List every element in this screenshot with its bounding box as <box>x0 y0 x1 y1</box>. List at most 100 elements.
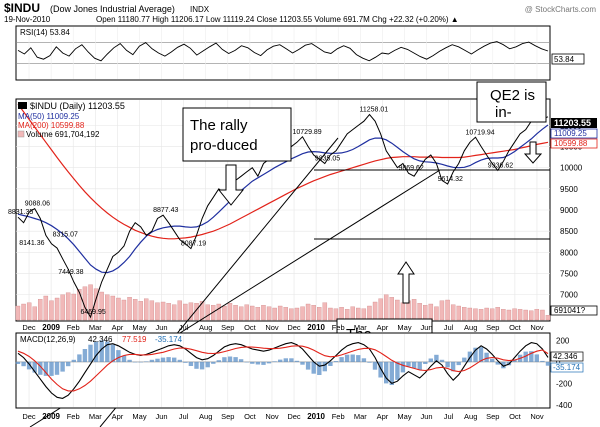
x-tick-label: Dec <box>22 323 36 332</box>
volume-bar <box>277 305 283 321</box>
volume-bar <box>495 307 500 321</box>
volume-bar <box>540 309 545 321</box>
macd-histogram-bar <box>211 361 216 364</box>
macd-histogram-bar <box>227 356 233 362</box>
macd-histogram-bar <box>400 361 406 373</box>
volume-bar <box>473 308 478 321</box>
volume-bar <box>149 300 155 321</box>
volume-bar <box>216 303 222 321</box>
macd-histogram-bar <box>216 360 221 362</box>
rsi-last-value: 53.84 <box>554 55 575 64</box>
volume-bar <box>233 305 238 321</box>
volume-bar <box>60 294 65 321</box>
macd-histogram-bar <box>66 361 71 367</box>
macd-histogram-bar <box>434 354 439 362</box>
x-tick-label: Sep <box>486 323 499 332</box>
volume-bar <box>400 302 406 321</box>
macd-histogram-bar <box>71 359 76 362</box>
volume-bar <box>456 305 461 321</box>
macd-histogram-bar <box>166 357 171 362</box>
x-tick-label: Apr <box>112 323 124 332</box>
x-tick-label: 2009 <box>42 412 60 421</box>
volume-bar <box>501 309 506 321</box>
macd-histogram-bar <box>344 354 350 362</box>
macd-histogram-bar <box>177 359 182 362</box>
macd-histogram-bar <box>367 361 372 363</box>
annotation-rally-text: The rally pro-duced <box>190 117 258 154</box>
price-value-label: 9936.62 <box>488 162 513 169</box>
chart-exchange: INDX <box>190 5 210 14</box>
price-y-tick: 10000 <box>560 164 583 173</box>
macd-signal-line <box>17 345 549 392</box>
macd-histogram-bar <box>294 360 300 362</box>
rsi-label: RSI(14) 53.84 <box>20 28 70 37</box>
price-value-label: 9614.32 <box>438 176 463 183</box>
price-value-label: 8877.43 <box>153 207 178 214</box>
price-y-tick: 7500 <box>560 270 578 279</box>
legend-volume: Volume 691,704,192 <box>26 130 100 139</box>
macd-right-boxes: 42.346 -35.174 <box>550 351 584 373</box>
volume-bar <box>517 309 523 321</box>
macd-histogram-bar <box>311 361 316 374</box>
macd-histogram-bar <box>523 351 528 362</box>
macd-histogram-bar <box>300 361 305 365</box>
x-tick-label: Apr <box>112 412 124 421</box>
volume-bar <box>88 284 93 321</box>
volume-bar <box>283 307 288 321</box>
volume-bar <box>300 306 305 321</box>
volume-bar <box>423 305 428 321</box>
macd-histogram-bar <box>389 361 394 385</box>
macd-histogram-bar <box>144 361 149 362</box>
price-value-label: 6469.95 <box>81 309 106 316</box>
annotation-qe2-text: QE2 is in- <box>490 87 539 121</box>
macd-histogram-bar <box>305 361 311 370</box>
macd-y-tick: 200 <box>556 336 570 345</box>
macd-y-tick: -200 <box>556 379 573 388</box>
volume-bar <box>54 297 60 321</box>
x-tick-label: Sep <box>221 412 234 421</box>
volume-bar <box>116 297 121 321</box>
macd-histogram-bar <box>378 361 383 378</box>
macd-histogram-bar <box>49 361 54 376</box>
volume-bar <box>205 304 210 321</box>
macd-histogram-bar <box>138 361 143 363</box>
macd-histogram-bar <box>361 358 367 362</box>
volume-bar <box>529 310 534 321</box>
macd-histogram-bar <box>266 361 272 364</box>
volume-bar <box>166 303 171 321</box>
macd-histogram-bar <box>322 361 327 372</box>
macd-signal-value: 77.519 <box>122 335 147 344</box>
volume-bar <box>244 304 249 321</box>
volume-bar <box>110 295 116 321</box>
macd-histogram-bar <box>445 361 450 368</box>
volume-bar <box>322 302 328 321</box>
volume-bar <box>250 305 255 321</box>
volume-bar <box>177 300 182 321</box>
x-tick-label: Dec <box>287 323 301 332</box>
volume-bar <box>428 303 434 321</box>
volume-bar <box>294 307 300 321</box>
volume-bar <box>383 294 389 321</box>
volume-bar <box>199 301 205 321</box>
volume-last-value: 691041? <box>554 306 586 315</box>
x-tick-label: 2009 <box>42 323 60 332</box>
volume-bar <box>512 308 517 321</box>
volume-bar <box>328 307 333 321</box>
volume-bar <box>132 299 138 321</box>
macd-histogram-bar <box>183 361 188 363</box>
macd-histogram-bar <box>428 358 433 362</box>
x-tick-label: Jul <box>444 412 454 421</box>
macd-histogram-bar <box>155 358 160 362</box>
macd-y-tick: 0 <box>556 358 561 367</box>
annotation-rally: The rally pro-duced <box>182 107 292 162</box>
volume-bar <box>77 289 82 321</box>
legend-title: $INDU (Daily) 11203.55 <box>30 101 125 111</box>
x-tick-label: Nov <box>530 323 544 332</box>
macd-histogram <box>15 340 551 385</box>
macd-value: 42.346 <box>88 335 113 344</box>
macd-histogram-bar <box>495 361 500 365</box>
macd-histogram-bar <box>172 357 177 362</box>
volume-bar <box>255 307 261 321</box>
x-tick-label: May <box>132 323 146 332</box>
